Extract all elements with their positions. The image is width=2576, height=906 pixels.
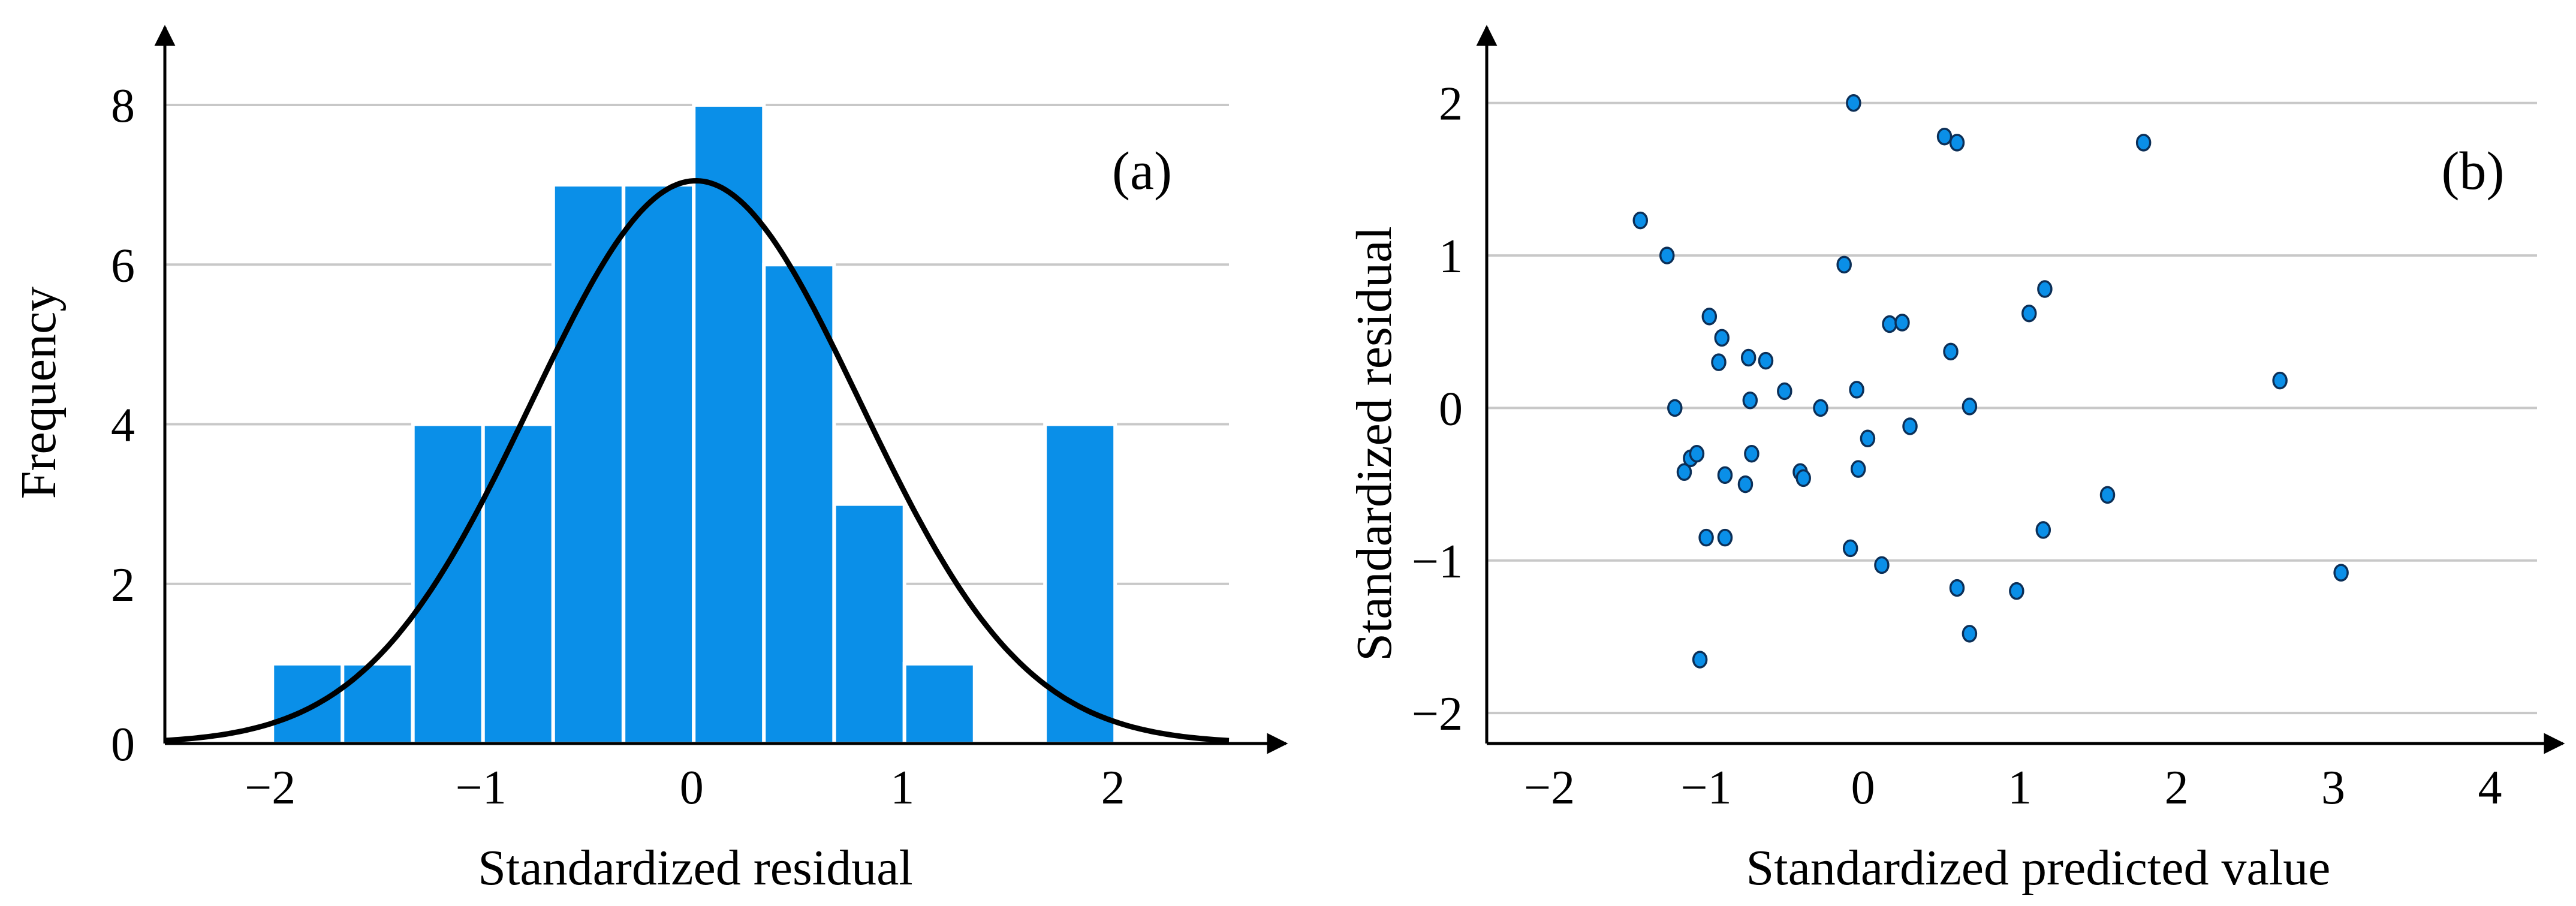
scatter-gridlines (1487, 101, 2537, 715)
scatter-point (1902, 417, 1918, 435)
scatter-point (1676, 463, 1692, 481)
x-tick-label: 2 (2165, 761, 2189, 814)
scatter-point (1758, 351, 1774, 370)
scatter-point (1849, 381, 1864, 399)
scatter-point (1882, 315, 1897, 333)
scatter-point (1717, 466, 1733, 484)
scatter-point (1795, 469, 1811, 487)
x-axis-title: Standardized predicted value (1746, 840, 2331, 896)
x-tick-label: 2 (1101, 761, 1125, 814)
x-axis-title: Standardized residual (478, 840, 912, 896)
scatter-point (1874, 556, 1890, 574)
scatter-point (1962, 625, 1978, 643)
scatter-point (1949, 134, 1965, 152)
scatter-point (1744, 444, 1759, 463)
x-tick-labels: −2 −1 0 1 2 3 4 (1524, 761, 2502, 814)
scatter-point (1894, 314, 1910, 332)
histogram-bar (411, 422, 485, 745)
histogram-bar (692, 103, 766, 745)
scatter-point (1949, 579, 1965, 597)
scatter-point (1846, 94, 1861, 112)
panel-label-b: (b) (2442, 142, 2505, 201)
histogram-bar (832, 502, 906, 745)
panel-label-a: (a) (1112, 142, 1172, 201)
scatter-point (2135, 134, 2152, 152)
x-tick-label: −2 (245, 761, 296, 814)
y-axis-title: Standardized residual (1346, 226, 1402, 661)
scatter-point (1943, 342, 1959, 361)
scatter-point (1692, 651, 1708, 669)
scatter-point (1850, 460, 1866, 478)
scatter-point (1740, 348, 1756, 367)
scatter-point (1632, 211, 1649, 230)
scatter-point (1936, 127, 1953, 146)
y-tick-label: 4 (111, 399, 135, 452)
histogram-bar (341, 661, 415, 745)
histogram-bar (1043, 422, 1117, 745)
y-tick-label: 0 (111, 718, 135, 771)
scatter-point (1836, 255, 1852, 274)
y-tick-label: 2 (111, 559, 135, 612)
scatter-point (2099, 486, 2116, 504)
y-axis-title: Frequency (11, 287, 67, 499)
scatter-point (1742, 391, 1758, 410)
x-tick-label: 4 (2478, 761, 2502, 814)
histogram-bar (762, 263, 836, 745)
histogram-panel: −2 −1 0 1 2 0 2 4 6 8 Standardized residual Freq… (11, 25, 1288, 896)
scatter-point (1962, 398, 1978, 416)
scatter-panel: −2 −1 0 1 2 3 4 −2 −1 0 1 2 Standardized predicted… (1346, 25, 2565, 896)
x-tick-labels: −2 −1 0 1 2 (245, 761, 1125, 814)
scatter-point (1701, 308, 1718, 326)
y-tick-label: −1 (1412, 535, 1463, 588)
scatter-point (1667, 399, 1683, 417)
histogram-bar (902, 661, 977, 745)
scatter-point (1689, 444, 1705, 463)
x-tick-label: 1 (2008, 761, 2032, 814)
y-tick-label: −2 (1412, 688, 1463, 741)
histogram-bars (270, 103, 1117, 745)
scatter-point (2037, 280, 2053, 298)
x-tick-label: 0 (1851, 761, 1875, 814)
scatter-points (1632, 94, 2349, 669)
scatter-point (2333, 564, 2349, 582)
y-tick-labels: 0 2 4 6 8 (111, 80, 135, 771)
histogram-bar (551, 183, 625, 745)
y-tick-label: 1 (1439, 230, 1463, 283)
x-tick-label: −1 (1681, 761, 1732, 814)
scatter-point (1777, 382, 1792, 401)
scatter-point (1698, 528, 1714, 547)
normal-distribution-curve (164, 177, 1230, 744)
scatter-point (1737, 475, 1754, 493)
histogram-bar (622, 183, 696, 745)
x-tick-label: −2 (1524, 761, 1575, 814)
x-tick-label: 3 (2321, 761, 2345, 814)
x-tick-label: 0 (680, 761, 704, 814)
scatter-point (2021, 304, 2037, 323)
x-tick-label: 1 (890, 761, 914, 814)
scatter-point (1714, 329, 1730, 347)
scatter-point (1717, 528, 1733, 547)
scatter-point (1860, 429, 1876, 448)
scatter-point (1711, 353, 1727, 371)
histogram-bar (481, 422, 555, 745)
scatter-point (1842, 539, 1858, 558)
scatter-point (2272, 371, 2288, 390)
scatter-point (1659, 246, 1675, 264)
x-tick-label: −1 (456, 761, 507, 814)
histogram-bar (270, 661, 345, 745)
y-tick-label: 2 (1439, 78, 1463, 131)
scatter-point (1813, 399, 1828, 417)
y-tick-label: 8 (111, 80, 135, 133)
scatter-point (2009, 582, 2024, 600)
scatter-point (2035, 521, 2051, 539)
y-tick-label: 6 (111, 239, 135, 292)
y-tick-labels: −2 −1 0 1 2 (1412, 78, 1463, 741)
y-tick-label: 0 (1439, 383, 1463, 435)
